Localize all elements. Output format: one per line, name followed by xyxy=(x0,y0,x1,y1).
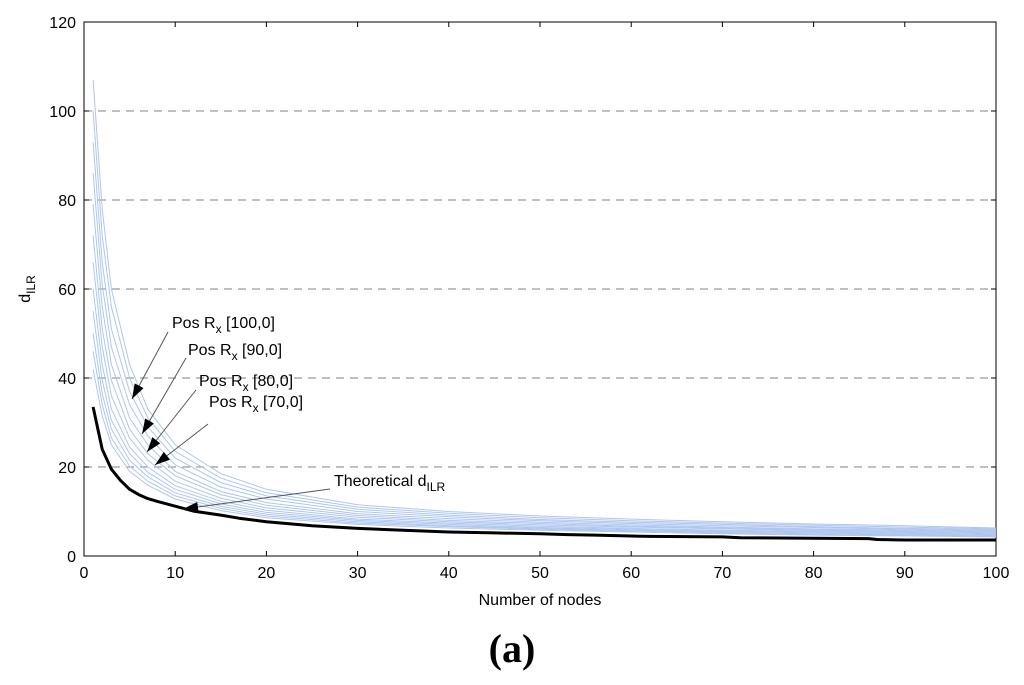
annotation-arrowhead xyxy=(142,418,154,434)
x-tick-label: 40 xyxy=(440,565,458,582)
x-axis-label: Number of nodes xyxy=(479,592,602,609)
y-tick-label: 0 xyxy=(67,549,76,566)
chart: Pos Rx [100,0]Pos Rx [90,0]Pos Rx [80,0]… xyxy=(17,15,1009,609)
simulated-series-line xyxy=(92,79,997,529)
annotation-3: Pos Rx [80,0] xyxy=(146,373,293,453)
x-tick-label: 50 xyxy=(531,565,549,582)
y-axis-label-base: d xyxy=(17,294,34,303)
annotation-label-text: Theoretical d xyxy=(334,473,427,490)
annotation-label-sub: ILR xyxy=(427,480,446,494)
annotation-label-text: Pos R xyxy=(172,315,216,332)
simulated-series-line xyxy=(92,110,997,530)
simulated-series-line xyxy=(92,235,997,533)
theoretical-series-group xyxy=(91,406,996,542)
annotation-arrowhead xyxy=(132,383,144,399)
y-tick-label: 80 xyxy=(58,193,76,210)
annotation-label: Pos Rx [80,0] xyxy=(199,373,293,394)
simulated-series-group xyxy=(92,79,997,538)
annotation-1: Pos Rx [100,0] xyxy=(131,315,275,400)
annotation-leader xyxy=(182,488,331,510)
annotation-label-text: Pos R xyxy=(209,394,253,411)
x-tick-label: 70 xyxy=(714,565,732,582)
annotation-label: Pos Rx [100,0] xyxy=(172,315,275,336)
x-tick-label: 100 xyxy=(983,565,1010,582)
annotation-2: Pos Rx [90,0] xyxy=(141,342,282,435)
y-tick-label: 100 xyxy=(49,104,76,121)
annotation-label: Pos Rx [90,0] xyxy=(188,342,282,363)
simulated-series-line xyxy=(92,333,997,537)
annotation-label-text: [80,0] xyxy=(249,373,293,390)
simulated-series-line xyxy=(92,204,997,532)
y-axis-label-sub: ILR xyxy=(24,275,38,294)
panel-label: (a) xyxy=(488,626,536,671)
annotation-label: Theoretical dILR xyxy=(334,473,446,494)
x-tick-label: 20 xyxy=(258,565,276,582)
annotation-label: Pos Rx [70,0] xyxy=(209,394,303,415)
annotation-label-sub: x xyxy=(232,349,238,363)
annotation-arrowhead xyxy=(183,502,199,512)
annotation-label-text: Pos R xyxy=(188,342,232,359)
y-tick-label: 20 xyxy=(58,460,76,477)
annotation-label-sub: x xyxy=(253,401,259,415)
simulated-series-line xyxy=(92,311,997,536)
simulated-series-line xyxy=(92,288,997,535)
annotation-label-text: [100,0] xyxy=(222,315,275,332)
annotation-label-text: Pos R xyxy=(199,373,243,390)
x-tick-label: 90 xyxy=(896,565,914,582)
simulated-series-line xyxy=(92,351,997,537)
x-tick-label: 80 xyxy=(805,565,823,582)
theoretical-series-line xyxy=(91,406,996,542)
simulated-series-line xyxy=(92,173,997,532)
axis-ticks: 0 10 20 30 40 50 60 70 80 90 100 0 20 40 60 80 100 120 xyxy=(49,15,1009,582)
y-tick-label: 60 xyxy=(58,282,76,299)
simulated-series-line xyxy=(92,142,997,531)
annotation-label-text: [70,0] xyxy=(259,394,303,411)
simulated-series-line xyxy=(92,262,997,534)
annotation-4: Pos Rx [70,0] xyxy=(154,394,303,466)
y-tick-label: 40 xyxy=(58,371,76,388)
y-axis-label: dILR xyxy=(17,275,38,303)
annotation-arrowhead xyxy=(147,437,161,452)
annotation-5: Theoretical dILR xyxy=(182,473,446,512)
annotations: Pos Rx [100,0]Pos Rx [90,0]Pos Rx [80,0]… xyxy=(131,315,446,512)
x-tick-label: 0 xyxy=(80,565,89,582)
x-tick-label: 60 xyxy=(622,565,640,582)
annotation-label-text: [90,0] xyxy=(238,342,282,359)
annotation-arrowhead xyxy=(155,451,170,465)
simulated-series-line xyxy=(92,369,997,538)
annotation-label-sub: x xyxy=(243,380,249,394)
annotation-label-sub: x xyxy=(216,322,222,336)
y-tick-label: 120 xyxy=(49,15,76,32)
x-tick-label: 30 xyxy=(349,565,367,582)
grid-lines xyxy=(84,110,996,468)
x-tick-label: 10 xyxy=(166,565,184,582)
